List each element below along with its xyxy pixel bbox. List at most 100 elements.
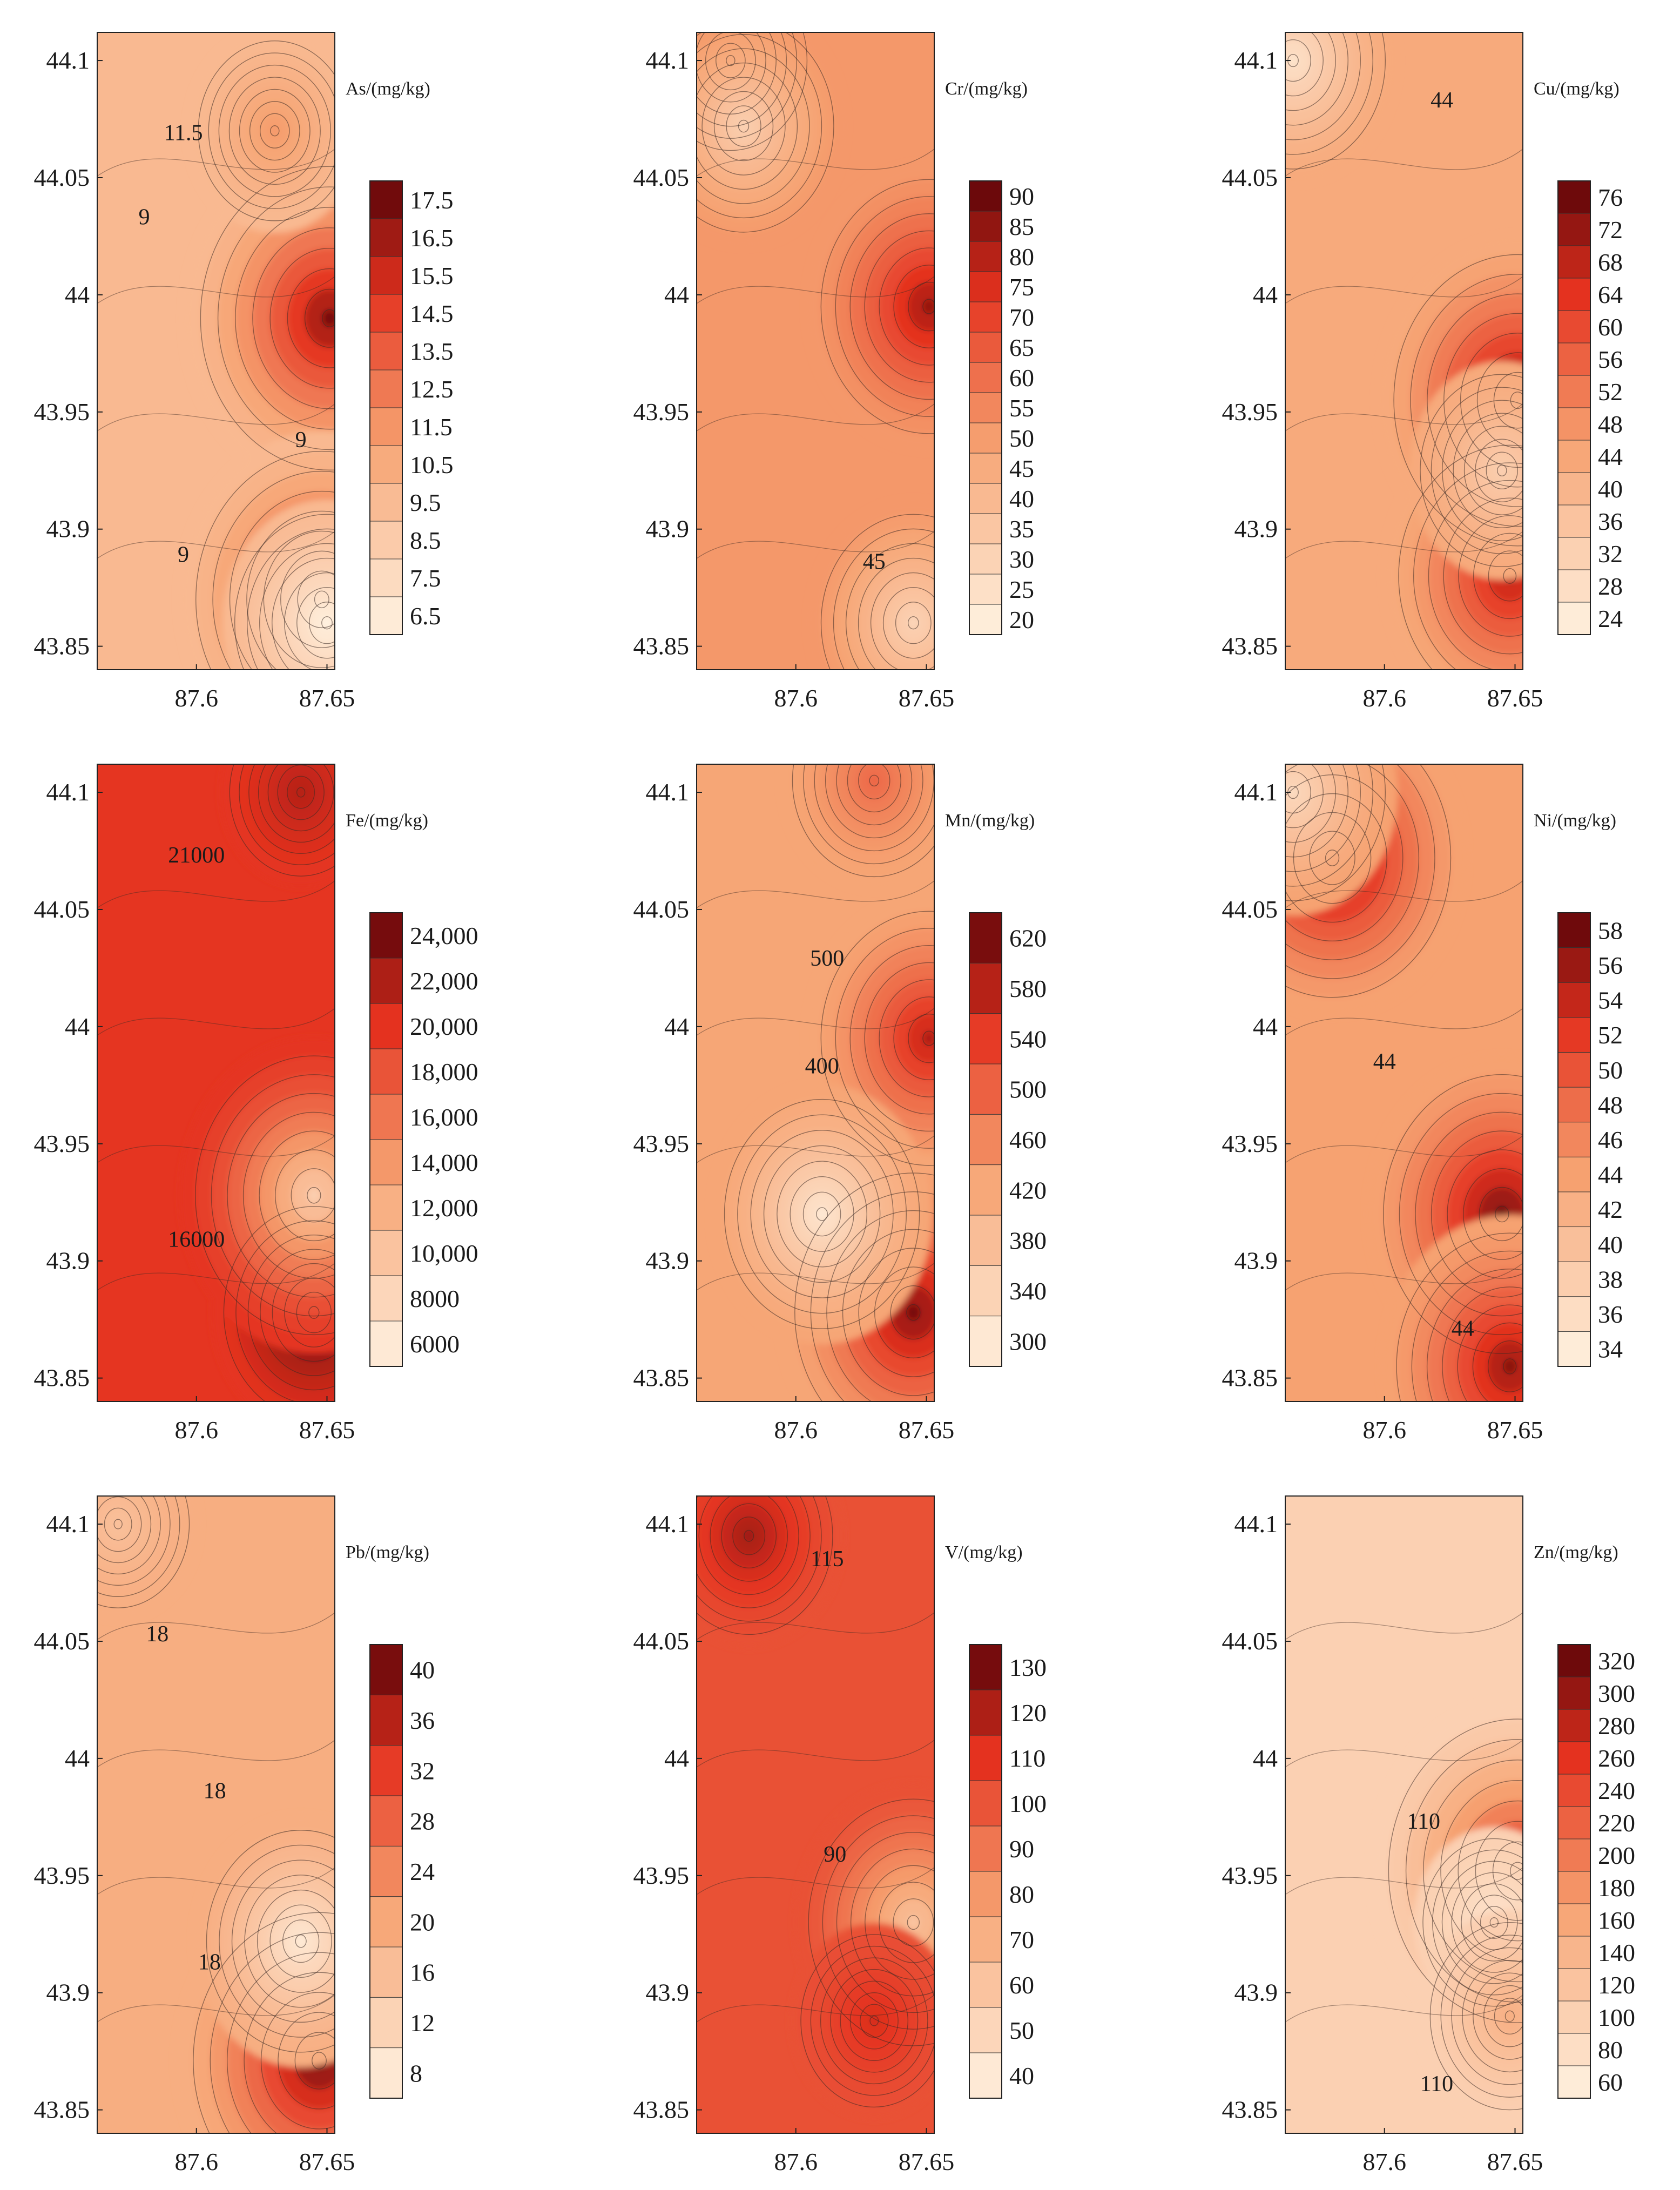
colorbar: 40 36 32 28 24 20 16 12 8 bbox=[369, 1644, 435, 2099]
contour-line bbox=[258, 764, 335, 843]
contour-line bbox=[697, 32, 787, 127]
y-tick-label: 44 bbox=[664, 281, 689, 308]
contour-line bbox=[792, 764, 934, 878]
plot-frame bbox=[97, 1495, 335, 2134]
plot-frame bbox=[1285, 1495, 1523, 2134]
contour-line bbox=[825, 764, 923, 839]
contour-line bbox=[1489, 1917, 1499, 1928]
unit-label: Cu/(mg/kg) bbox=[1534, 79, 1620, 99]
colorbar-swatch bbox=[1557, 180, 1591, 214]
colorbar-tick-label: 70 bbox=[1009, 304, 1034, 331]
contour-line bbox=[1443, 313, 1523, 488]
colorbar-tick-label: 13.5 bbox=[410, 338, 454, 365]
contour-line bbox=[697, 32, 777, 114]
colorbar-swatch bbox=[969, 574, 1002, 605]
contour-line bbox=[97, 1008, 335, 1036]
colorbar-tick-label: 60 bbox=[1598, 313, 1623, 341]
contour-line bbox=[790, 1176, 854, 1252]
contour-line bbox=[227, 1093, 335, 1298]
contour-line bbox=[1285, 793, 1387, 923]
contour-line bbox=[1285, 32, 1373, 155]
contour-line bbox=[716, 43, 746, 78]
colorbar-tick-label: 76 bbox=[1598, 184, 1623, 211]
contour-line bbox=[1420, 374, 1523, 567]
colorbar-swatch bbox=[1557, 1871, 1591, 1904]
contour-line bbox=[242, 1111, 335, 1279]
colorbar-swatch bbox=[969, 1962, 1002, 2008]
y-tick-label: 44.1 bbox=[46, 46, 90, 74]
colorbar-tick-label: 140 bbox=[1598, 1939, 1635, 1966]
contour-line bbox=[1431, 1130, 1523, 1298]
contour-line bbox=[697, 1008, 934, 1036]
contour-label: 9 bbox=[178, 542, 189, 567]
colorbar-swatch bbox=[1557, 1191, 1591, 1228]
y-tick-label: 44.05 bbox=[633, 164, 690, 191]
contour-line bbox=[849, 213, 934, 400]
y-tick-label: 43.9 bbox=[46, 515, 90, 543]
x-tick-label: 87.65 bbox=[899, 1416, 955, 1444]
contour-line bbox=[249, 101, 300, 161]
unit-label: Mn/(mg/kg) bbox=[945, 811, 1035, 831]
contour-line bbox=[869, 2016, 879, 2026]
colorbar-swatch bbox=[1557, 1774, 1591, 1807]
colorbar-swatch bbox=[969, 1825, 1002, 1872]
contour-line bbox=[287, 268, 335, 368]
colorbar-tick-label: 160 bbox=[1598, 1906, 1635, 1934]
contour-line bbox=[890, 1285, 934, 1340]
y-tick-label: 44.05 bbox=[1222, 164, 1278, 191]
unit-label: As/(mg/kg) bbox=[346, 79, 430, 99]
colorbar-swatch bbox=[1557, 982, 1591, 1018]
contour-line bbox=[882, 587, 934, 659]
colorbar-tick-label: 11.5 bbox=[410, 413, 453, 441]
colorbar-swatch bbox=[969, 241, 1002, 272]
contour-label: 18 bbox=[146, 1622, 168, 1647]
contour-line bbox=[246, 510, 335, 670]
contour-line bbox=[842, 1229, 934, 1396]
panel-cr: 45 44.1 44.05 44 43.95 43.9 43.85 87.6 87.65 Cr/(… bbox=[633, 32, 1034, 712]
colorbar-tick-label: 56 bbox=[1598, 346, 1623, 373]
colorbar-swatch bbox=[1557, 1331, 1591, 1367]
colorbar-swatch bbox=[369, 1694, 403, 1746]
colorbar-frame bbox=[369, 912, 403, 1367]
colorbar-swatch bbox=[369, 1048, 403, 1095]
colorbar-tick-label: 60 bbox=[1009, 1971, 1034, 1999]
contour-line bbox=[1285, 39, 1311, 82]
contour-line bbox=[308, 1306, 320, 1319]
y-tick-label: 43.95 bbox=[1222, 398, 1278, 426]
field-pb bbox=[97, 1496, 335, 2133]
colorbar-tick-label: 60 bbox=[1009, 364, 1034, 392]
contour-line bbox=[284, 1277, 335, 1347]
colorbar-tick-label: 90 bbox=[1009, 183, 1034, 210]
colorbar-tick-label: 10,000 bbox=[410, 1239, 478, 1267]
colorbar-swatch bbox=[369, 180, 403, 219]
contour-line bbox=[777, 1161, 868, 1268]
contour-line bbox=[1285, 32, 1324, 97]
contour-line bbox=[1483, 1985, 1523, 2047]
y-tick-label: 44 bbox=[65, 281, 90, 308]
colorbar-tick-label: 110 bbox=[1009, 1744, 1045, 1772]
contour-line bbox=[1410, 274, 1523, 527]
x-tick-label: 87.6 bbox=[774, 1416, 818, 1444]
contour-line bbox=[893, 265, 934, 349]
contour-line bbox=[922, 299, 934, 314]
colorbar-tick-label: 100 bbox=[1009, 1790, 1047, 1817]
contour-line bbox=[231, 1859, 335, 2023]
contour-line bbox=[1453, 413, 1523, 528]
contour-label: 115 bbox=[811, 1547, 844, 1572]
contour-line bbox=[697, 32, 766, 103]
colorbar-tick-label: 48 bbox=[1598, 1091, 1623, 1118]
contour-line bbox=[229, 764, 335, 877]
contour-line bbox=[284, 572, 335, 670]
colorbar-swatch bbox=[969, 271, 1002, 302]
contour-line bbox=[1285, 32, 1348, 126]
contour-line bbox=[1461, 1883, 1523, 1962]
contour-line bbox=[297, 570, 335, 629]
contour-label: 9 bbox=[139, 205, 150, 230]
contour-line bbox=[1285, 149, 1523, 177]
contour-line bbox=[277, 764, 325, 820]
contour-line bbox=[697, 1263, 934, 1291]
contour-line bbox=[1429, 1922, 1523, 2111]
colorbar-tick-label: 50 bbox=[1009, 424, 1034, 452]
hotspot-band bbox=[908, 616, 919, 629]
x-tick-label: 87.65 bbox=[899, 2148, 955, 2175]
